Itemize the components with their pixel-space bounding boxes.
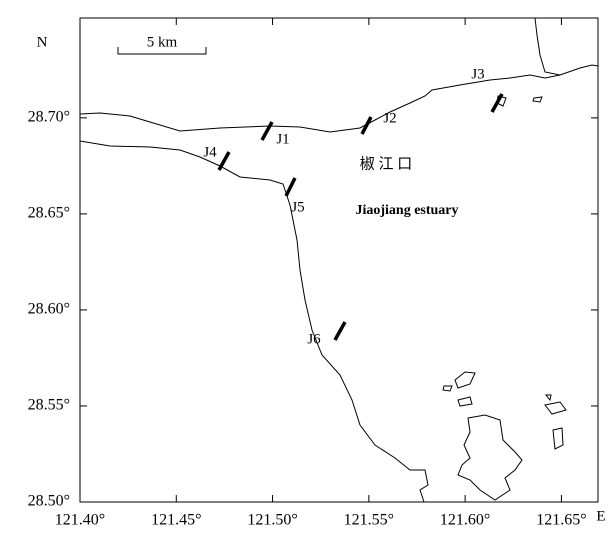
- station-label: J3: [471, 66, 484, 82]
- y-tick-label: 28.55°: [28, 397, 70, 414]
- station-marker: [284, 177, 297, 197]
- x-tick-label: 121.60°: [440, 512, 490, 529]
- y-tick-label: 28.70°: [28, 109, 70, 126]
- station-label: J4: [203, 144, 217, 160]
- north-bank: [79, 64, 599, 133]
- island: [552, 427, 564, 450]
- estuary-cn: 椒 江 口: [360, 155, 413, 172]
- scale-label: 5 km: [147, 34, 178, 50]
- island: [457, 396, 473, 407]
- scale-bar: [117, 47, 207, 55]
- station-label: J5: [291, 199, 304, 215]
- y-tick-label: 28.60°: [28, 301, 70, 318]
- y-tick-label: 28.65°: [28, 205, 70, 222]
- north-label: N: [37, 34, 48, 50]
- station-label: J2: [383, 110, 396, 126]
- x-tick-label: 121.45°: [151, 512, 201, 529]
- east-label: E: [596, 508, 605, 524]
- station-marker: [260, 121, 274, 141]
- map-frame: [79, 17, 599, 503]
- island: [532, 96, 543, 103]
- station-label: J6: [307, 331, 321, 347]
- station-marker: [217, 151, 231, 171]
- x-tick-label: 121.55°: [344, 512, 394, 529]
- island: [457, 414, 523, 501]
- south-bank: [79, 140, 429, 503]
- station-marker: [333, 321, 347, 341]
- station-label: J1: [276, 131, 289, 147]
- x-tick-label: 121.40°: [55, 512, 105, 529]
- north-shore: [534, 17, 561, 76]
- station-marker: [490, 93, 504, 113]
- island: [544, 394, 552, 402]
- island: [442, 385, 453, 392]
- x-tick-label: 121.50°: [247, 512, 297, 529]
- x-tick-label: 121.65°: [536, 512, 586, 529]
- y-tick-label: 28.50°: [28, 493, 70, 510]
- station-marker: [360, 116, 373, 135]
- estuary-en: Jiaojiang estuary: [355, 203, 458, 218]
- island: [544, 401, 567, 415]
- island: [454, 371, 476, 389]
